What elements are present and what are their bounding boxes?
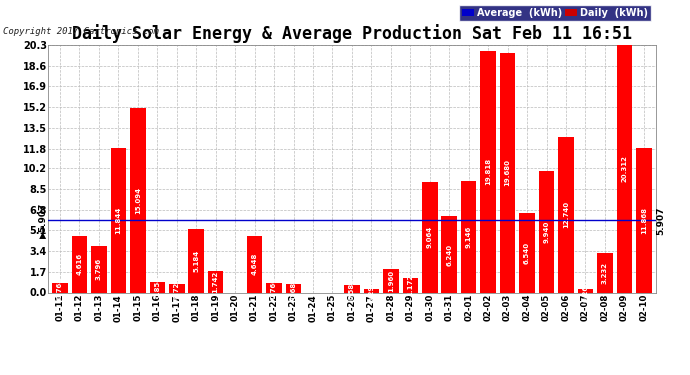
Text: 6.240: 6.240 xyxy=(446,243,452,266)
Text: 3.232: 3.232 xyxy=(602,262,608,284)
Text: 9.146: 9.146 xyxy=(466,226,472,248)
Bar xyxy=(150,282,165,292)
Bar xyxy=(442,216,457,292)
Bar xyxy=(169,284,184,292)
Bar xyxy=(480,51,496,292)
Title: Daily Solar Energy & Average Production Sat Feb 11 16:51: Daily Solar Energy & Average Production … xyxy=(72,24,632,44)
Text: 5.907: 5.907 xyxy=(656,206,665,235)
Bar xyxy=(344,285,359,292)
Bar xyxy=(286,284,302,292)
Text: 0.854: 0.854 xyxy=(155,276,160,298)
Text: 15.094: 15.094 xyxy=(135,187,141,214)
Bar xyxy=(597,253,613,292)
Text: 20.312: 20.312 xyxy=(622,155,627,182)
Bar xyxy=(208,271,224,292)
Text: 0.760: 0.760 xyxy=(271,277,277,299)
Bar xyxy=(383,268,399,292)
Text: 9.940: 9.940 xyxy=(544,221,549,243)
Text: 0.296: 0.296 xyxy=(368,280,375,302)
Bar xyxy=(188,229,204,292)
Bar xyxy=(364,289,379,292)
Text: 0.768: 0.768 xyxy=(57,277,63,299)
Text: 4.648: 4.648 xyxy=(252,253,257,275)
Text: 0.724: 0.724 xyxy=(174,277,180,299)
Text: 12.740: 12.740 xyxy=(563,201,569,228)
Bar xyxy=(110,148,126,292)
Text: 1.742: 1.742 xyxy=(213,271,219,293)
Bar xyxy=(539,171,554,292)
Bar xyxy=(500,53,515,292)
Text: 11.868: 11.868 xyxy=(641,207,647,234)
Text: 3.796: 3.796 xyxy=(96,258,102,280)
Bar xyxy=(636,148,651,292)
Text: ▶5.907: ▶5.907 xyxy=(39,203,48,238)
Text: Copyright 2017 Cartronics.com: Copyright 2017 Cartronics.com xyxy=(3,27,159,36)
Bar xyxy=(520,213,535,292)
Bar xyxy=(461,181,477,292)
Text: 0.260: 0.260 xyxy=(582,280,589,302)
Text: 0.588: 0.588 xyxy=(349,278,355,300)
Text: 1.960: 1.960 xyxy=(388,270,394,292)
Text: 19.680: 19.680 xyxy=(504,159,511,186)
Bar xyxy=(91,246,107,292)
Bar xyxy=(52,283,68,292)
Bar xyxy=(578,290,593,292)
Bar xyxy=(558,137,574,292)
Bar xyxy=(617,45,632,292)
Text: 9.064: 9.064 xyxy=(426,226,433,248)
Bar xyxy=(130,108,146,292)
Text: 6.540: 6.540 xyxy=(524,242,530,264)
Bar xyxy=(247,236,262,292)
Bar xyxy=(72,236,87,292)
Text: 4.616: 4.616 xyxy=(77,253,82,275)
Legend: Average  (kWh), Daily  (kWh): Average (kWh), Daily (kWh) xyxy=(460,5,651,21)
Text: 0.688: 0.688 xyxy=(290,277,297,299)
Bar xyxy=(422,182,437,292)
Bar xyxy=(402,278,418,292)
Text: 11.844: 11.844 xyxy=(115,207,121,234)
Text: 5.184: 5.184 xyxy=(193,250,199,272)
Bar xyxy=(266,283,282,292)
Text: 1.172: 1.172 xyxy=(407,274,413,296)
Text: 19.818: 19.818 xyxy=(485,158,491,185)
